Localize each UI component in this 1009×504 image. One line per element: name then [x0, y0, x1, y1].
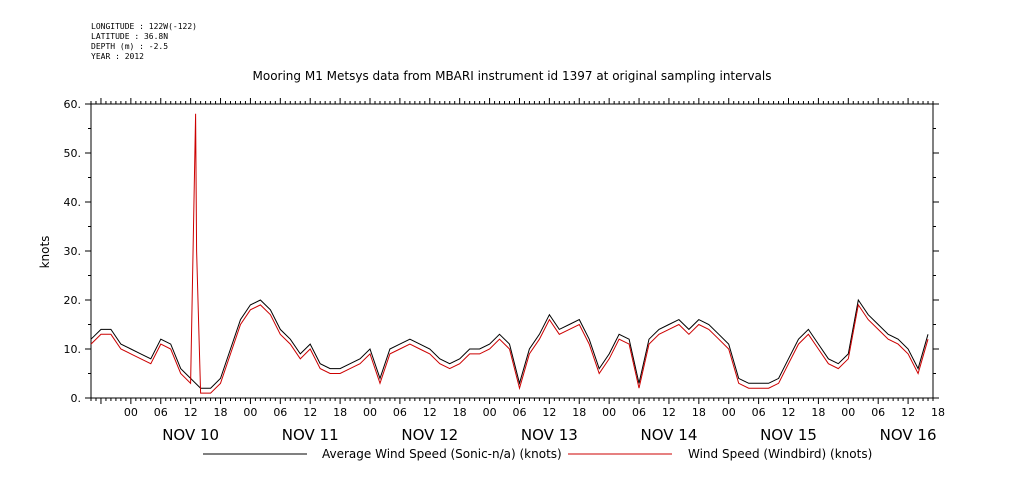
- x-hour-label: 06: [752, 406, 766, 419]
- x-hour-label: 12: [542, 406, 556, 419]
- x-hour-label: 06: [871, 406, 885, 419]
- x-hour-label: 00: [841, 406, 855, 419]
- x-hour-label: 00: [602, 406, 616, 419]
- x-hour-label: 00: [363, 406, 377, 419]
- legend-label-average-wind-speed: Average Wind Speed (Sonic-n/a) (knots): [322, 447, 562, 461]
- depth-text: DEPTH (m) : -2.5: [91, 42, 169, 51]
- x-hour-label: 18: [572, 406, 586, 419]
- metadata-block: LONGITUDE : 122W(-122) LATITUDE : 36.8N …: [91, 22, 197, 62]
- x-day-label: NOV 14: [640, 426, 697, 444]
- series-line-windbird-wind-speed: [90, 113, 929, 394]
- x-hour-label: 12: [303, 406, 317, 419]
- y-tick-label: 20.: [64, 294, 82, 307]
- x-hour-label: 18: [453, 406, 467, 419]
- x-hour-label: 12: [423, 406, 437, 419]
- x-hour-label: 00: [124, 406, 138, 419]
- y-tick-label: 40.: [64, 196, 82, 209]
- x-hour-label: 00: [722, 406, 736, 419]
- x-day-label: NOV 12: [401, 426, 458, 444]
- legend-label-windbird-wind-speed: Wind Speed (Windbird) (knots): [688, 447, 872, 461]
- y-tick-label: 10.: [64, 343, 82, 356]
- x-day-label: NOV 13: [521, 426, 578, 444]
- longitude-text: LONGITUDE : 122W(-122): [91, 22, 197, 31]
- x-hour-label: 00: [243, 406, 257, 419]
- x-hour-label: 18: [214, 406, 228, 419]
- chart-title: Mooring M1 Metsys data from MBARI instru…: [253, 69, 772, 83]
- x-hour-label: 12: [184, 406, 198, 419]
- y-tick-label: 50.: [64, 147, 82, 160]
- y-tick-label: 30.: [64, 245, 82, 258]
- x-day-label: NOV 15: [760, 426, 817, 444]
- x-hour-label: 18: [692, 406, 706, 419]
- latitude-text: LATITUDE : 36.8N: [91, 32, 169, 41]
- x-hour-label: 06: [273, 406, 287, 419]
- x-hour-label: 06: [512, 406, 526, 419]
- x-hour-label: 18: [811, 406, 825, 419]
- series-line-average-wind-speed: [90, 298, 929, 389]
- x-hour-label: 00: [483, 406, 497, 419]
- x-day-label: NOV 11: [282, 426, 339, 444]
- y-tick-label: 0.: [71, 392, 82, 405]
- x-hour-label: 18: [931, 406, 945, 419]
- y-tick-label: 60.: [64, 98, 82, 111]
- x-hour-label: 06: [393, 406, 407, 419]
- x-hour-label: 12: [662, 406, 676, 419]
- x-hour-label: 06: [154, 406, 168, 419]
- x-hour-label: 12: [782, 406, 796, 419]
- x-day-label: NOV 16: [880, 426, 937, 444]
- y-axis-label: knots: [38, 236, 52, 269]
- x-hour-label: 12: [901, 406, 915, 419]
- x-hour-label: 06: [632, 406, 646, 419]
- year-text: YEAR : 2012: [91, 52, 144, 61]
- x-hour-label: 18: [333, 406, 347, 419]
- x-day-label: NOV 10: [162, 426, 219, 444]
